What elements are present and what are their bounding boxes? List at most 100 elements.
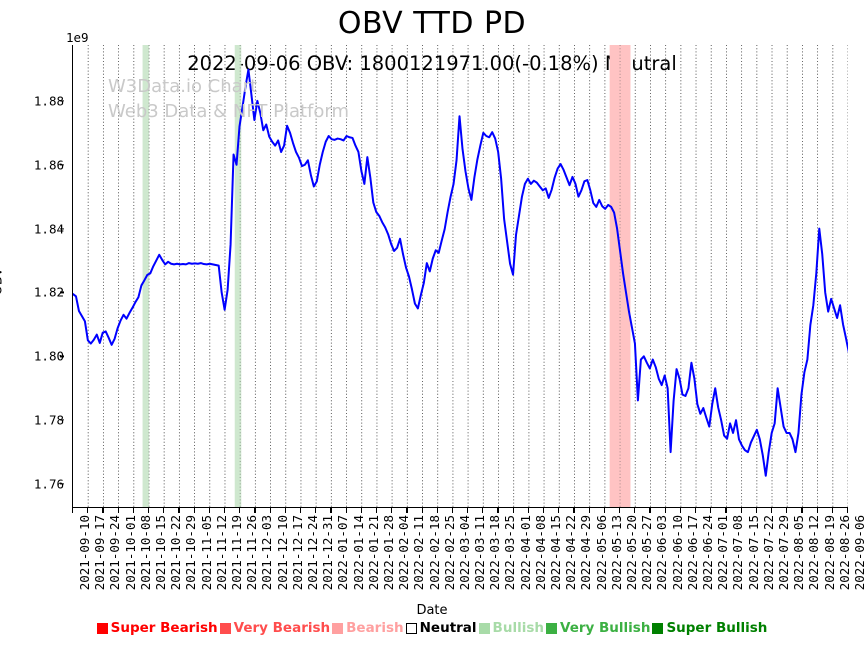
legend-swatch-icon — [219, 622, 231, 634]
x-tick-label: 2022-05-06 — [593, 515, 609, 591]
x-tick-label: 2022-05-27 — [639, 515, 655, 591]
obv-data-line — [73, 68, 848, 477]
x-tick-mark — [467, 508, 469, 513]
legend-label: Neutral — [419, 620, 477, 636]
x-tick-label: 2022-05-20 — [624, 515, 640, 591]
x-tick-label: 2022-04-29 — [578, 515, 594, 591]
x-tick-label: 2022-03-04 — [456, 515, 472, 591]
x-tick-label: 2021-10-29 — [183, 515, 199, 591]
x-tick-mark — [588, 508, 590, 513]
x-tick-label: 2021-11-12 — [213, 515, 229, 591]
x-tick-mark — [740, 508, 742, 513]
x-tick-mark — [725, 508, 727, 513]
x-tick-mark — [208, 508, 210, 513]
x-tick-label: 2022-02-04 — [396, 515, 412, 591]
legend-label: Very Bearish — [233, 620, 331, 636]
x-axis-title: Date — [416, 603, 448, 618]
x-tick-mark — [573, 508, 575, 513]
y-tick-mark — [60, 291, 64, 294]
x-tick-label: 2022-01-28 — [380, 515, 396, 591]
x-tick-mark — [315, 508, 317, 513]
x-tick-mark — [831, 508, 833, 513]
legend-label: Super Bullish — [666, 620, 768, 636]
x-tick-label: 2022-02-18 — [426, 515, 442, 591]
legend-item-very-bearish[interactable]: Very Bearish — [219, 620, 331, 636]
x-tick-mark — [178, 508, 180, 513]
x-tick-label: 2022-06-24 — [700, 515, 716, 591]
x-tick-label: 2022-03-18 — [487, 515, 503, 591]
x-tick-label: 2021-09-10 — [77, 515, 92, 591]
x-tick-mark — [87, 508, 89, 513]
x-tick-mark — [147, 508, 150, 513]
plot-area — [72, 45, 848, 508]
x-tick-mark — [375, 508, 378, 513]
y-tick-mark — [60, 100, 64, 102]
x-tick-label: 2022-06-10 — [669, 515, 685, 591]
x-tick-label: 2022-01-14 — [350, 515, 366, 591]
x-tick-label: 2021-12-10 — [274, 515, 290, 591]
x-tick-mark — [679, 508, 682, 513]
x-tick-mark — [239, 508, 241, 513]
x-tick-mark — [360, 508, 362, 513]
x-tick-label: 2022-07-29 — [776, 515, 792, 591]
legend-item-super-bearish[interactable]: Super Bearish — [96, 620, 218, 636]
x-tick-label: 2022-02-11 — [411, 515, 427, 591]
x-tick-mark — [391, 508, 393, 513]
x-tick-mark — [634, 508, 636, 513]
x-tick-mark — [117, 508, 119, 513]
plot-canvas — [73, 45, 848, 507]
x-tick-mark — [345, 508, 347, 513]
x-tick-label: 2021-12-17 — [289, 515, 305, 591]
x-tick-mark — [330, 508, 332, 513]
legend-item-very-bullish[interactable]: Very Bullish — [545, 620, 650, 636]
x-tick-mark — [436, 508, 438, 513]
x-tick-label: 2022-08-05 — [791, 515, 807, 591]
x-tick-mark — [163, 508, 165, 513]
x-tick-mark — [406, 508, 408, 513]
x-tick-mark — [72, 508, 74, 513]
legend: Super Bearish Very Bearish Bearish Neutral B… — [0, 620, 864, 636]
x-tick-mark — [771, 508, 773, 513]
legend-item-neutral[interactable]: Neutral — [405, 620, 477, 636]
x-tick-label: 2022-08-12 — [806, 515, 822, 591]
x-tick-mark — [284, 508, 286, 513]
x-tick-mark — [558, 508, 560, 513]
x-tick-label: 2021-10-15 — [152, 515, 168, 591]
legend-item-bullish[interactable]: Bullish — [478, 620, 544, 636]
x-tick-label: 2021-12-24 — [304, 515, 320, 591]
y-axis-offset-label: 1e9 — [66, 30, 89, 45]
legend-item-bearish[interactable]: Bearish — [332, 620, 404, 636]
x-tick-mark — [786, 508, 788, 513]
x-tick-mark — [193, 508, 195, 513]
x-tick-mark — [132, 508, 134, 513]
x-tick-mark — [223, 508, 226, 513]
x-tick-label: 2022-01-07 — [335, 515, 351, 591]
y-tick-mark — [60, 419, 64, 421]
y-tick-mark — [60, 483, 64, 485]
y-tick-label: 1.78 — [33, 412, 64, 428]
x-tick-label: 2022-07-08 — [730, 515, 746, 591]
x-tick-label: 2022-07-15 — [745, 515, 761, 591]
legend-item-super-bullish[interactable]: Super Bullish — [652, 620, 767, 636]
x-tick-label: 2022-03-11 — [472, 515, 488, 591]
legend-label: Super Bearish — [110, 620, 218, 636]
x-tick-mark — [603, 508, 606, 513]
x-tick-label: 2021-09-24 — [107, 515, 123, 591]
legend-swatch-icon — [332, 622, 344, 634]
x-tick-label: 2022-04-01 — [517, 515, 533, 591]
x-tick-label: 2021-12-03 — [259, 515, 275, 591]
y-tick-mark — [60, 164, 64, 166]
x-tick-mark — [710, 508, 712, 513]
legend-swatch-icon — [405, 622, 417, 634]
highlight-band-bullish — [234, 45, 242, 507]
x-tick-label: 2022-02-25 — [441, 515, 457, 591]
x-tick-mark — [619, 508, 621, 513]
x-tick-label: 2022-04-22 — [563, 515, 579, 591]
x-tick-mark — [664, 508, 666, 513]
x-tick-mark — [847, 508, 849, 513]
x-tick-label: 2022-08-19 — [821, 515, 837, 591]
y-tick-label: 1.82 — [33, 284, 64, 300]
x-tick-label: 2022-04-15 — [548, 515, 564, 591]
x-tick-label: 2022-08-26 — [836, 515, 852, 591]
x-tick-label: 2021-12-31 — [320, 515, 336, 591]
